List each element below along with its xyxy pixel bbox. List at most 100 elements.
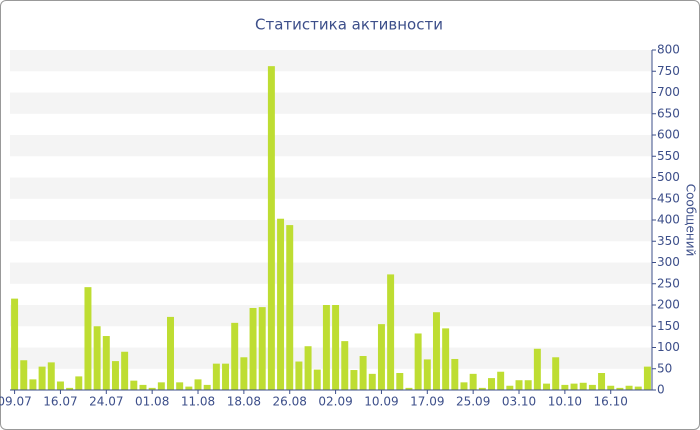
- y-axis-label: Сообщений: [684, 184, 698, 257]
- y-tick-label: 800: [657, 43, 680, 57]
- bar: [405, 387, 413, 390]
- bar: [643, 366, 651, 390]
- bar: [313, 369, 321, 390]
- x-tick-label: 03.10: [502, 395, 536, 409]
- bar: [414, 333, 422, 390]
- y-tick-label: 750: [657, 64, 680, 78]
- bar: [258, 307, 266, 390]
- bar: [75, 376, 83, 390]
- grid-band: [10, 305, 652, 327]
- y-tick-label: 350: [657, 234, 680, 248]
- bar: [350, 370, 358, 390]
- bar: [148, 387, 156, 390]
- y-tick-label: 200: [657, 298, 680, 312]
- bar: [543, 383, 551, 390]
- bar: [451, 358, 459, 390]
- y-tick-label: 600: [657, 128, 680, 142]
- bar: [249, 307, 257, 390]
- bar: [139, 384, 147, 390]
- bar: [240, 357, 248, 390]
- bar: [524, 380, 532, 390]
- bar: [66, 387, 74, 390]
- bar: [396, 373, 404, 390]
- bar: [47, 362, 55, 390]
- grid-band: [10, 50, 652, 72]
- y-tick-label: 550: [657, 149, 680, 163]
- y-tick-label: 650: [657, 106, 680, 120]
- bar: [616, 387, 624, 390]
- bar: [111, 361, 119, 390]
- bar: [341, 341, 349, 390]
- bar: [478, 387, 486, 390]
- bar: [488, 378, 495, 390]
- bar: [185, 386, 193, 390]
- bar: [598, 373, 606, 390]
- bar: [515, 380, 523, 390]
- bar: [625, 385, 633, 390]
- bar: [432, 312, 440, 390]
- bar: [277, 218, 285, 390]
- y-tick-label: 0: [657, 383, 665, 397]
- bar: [93, 326, 101, 390]
- bar: [497, 371, 505, 390]
- bar: [267, 66, 275, 391]
- x-tick-label: 26.08: [273, 395, 307, 409]
- bar: [157, 382, 165, 390]
- y-tick-label: 300: [657, 255, 680, 269]
- bar: [368, 373, 376, 390]
- x-tick-label: 25.09: [456, 395, 490, 409]
- bar: [176, 382, 184, 390]
- bar: [194, 379, 202, 390]
- bar: [469, 373, 477, 390]
- bar: [304, 346, 312, 390]
- bar: [38, 366, 46, 390]
- bar: [588, 384, 596, 390]
- y-tick-label: 250: [657, 276, 680, 290]
- x-tick-label: 09.07: [0, 395, 32, 409]
- bar: [460, 382, 468, 390]
- y-tick-label: 500: [657, 170, 680, 184]
- bar: [533, 348, 541, 390]
- y-tick-label: 100: [657, 340, 680, 354]
- bar: [222, 363, 230, 390]
- bar: [203, 384, 211, 390]
- bar: [423, 359, 431, 390]
- y-tick-label: 50: [657, 361, 672, 375]
- grid-band: [10, 220, 652, 242]
- x-tick-label: 18.08: [227, 395, 261, 409]
- bar: [387, 274, 395, 390]
- bar: [11, 298, 19, 390]
- bar: [295, 361, 303, 390]
- grid-band: [10, 135, 652, 157]
- bar: [552, 357, 560, 390]
- bar: [121, 351, 129, 390]
- x-tick-label: 24.07: [89, 395, 123, 409]
- bar: [286, 225, 294, 390]
- y-tick-label: 150: [657, 319, 680, 333]
- chart-title: Статистика активности: [255, 16, 443, 34]
- bar: [359, 356, 367, 390]
- bar: [20, 360, 28, 390]
- y-tick-label: 400: [657, 213, 680, 227]
- bar: [561, 384, 569, 390]
- bar: [56, 381, 64, 390]
- grid-band: [10, 177, 652, 199]
- x-tick-label: 11.08: [181, 395, 215, 409]
- bar: [167, 316, 174, 390]
- bar: [102, 336, 110, 390]
- x-tick-label: 16.07: [43, 395, 77, 409]
- bar: [570, 383, 578, 390]
- bar: [84, 287, 92, 390]
- y-tick-label: 450: [657, 191, 680, 205]
- x-tick-label: 10.10: [548, 395, 582, 409]
- x-tick-label: 16.10: [594, 395, 628, 409]
- bar: [29, 379, 37, 390]
- bar: [377, 324, 385, 390]
- bar: [579, 382, 587, 390]
- x-tick-label: 02.09: [318, 395, 352, 409]
- bar: [634, 386, 642, 390]
- bar: [332, 305, 340, 390]
- bar: [506, 385, 514, 390]
- bar: [607, 385, 615, 390]
